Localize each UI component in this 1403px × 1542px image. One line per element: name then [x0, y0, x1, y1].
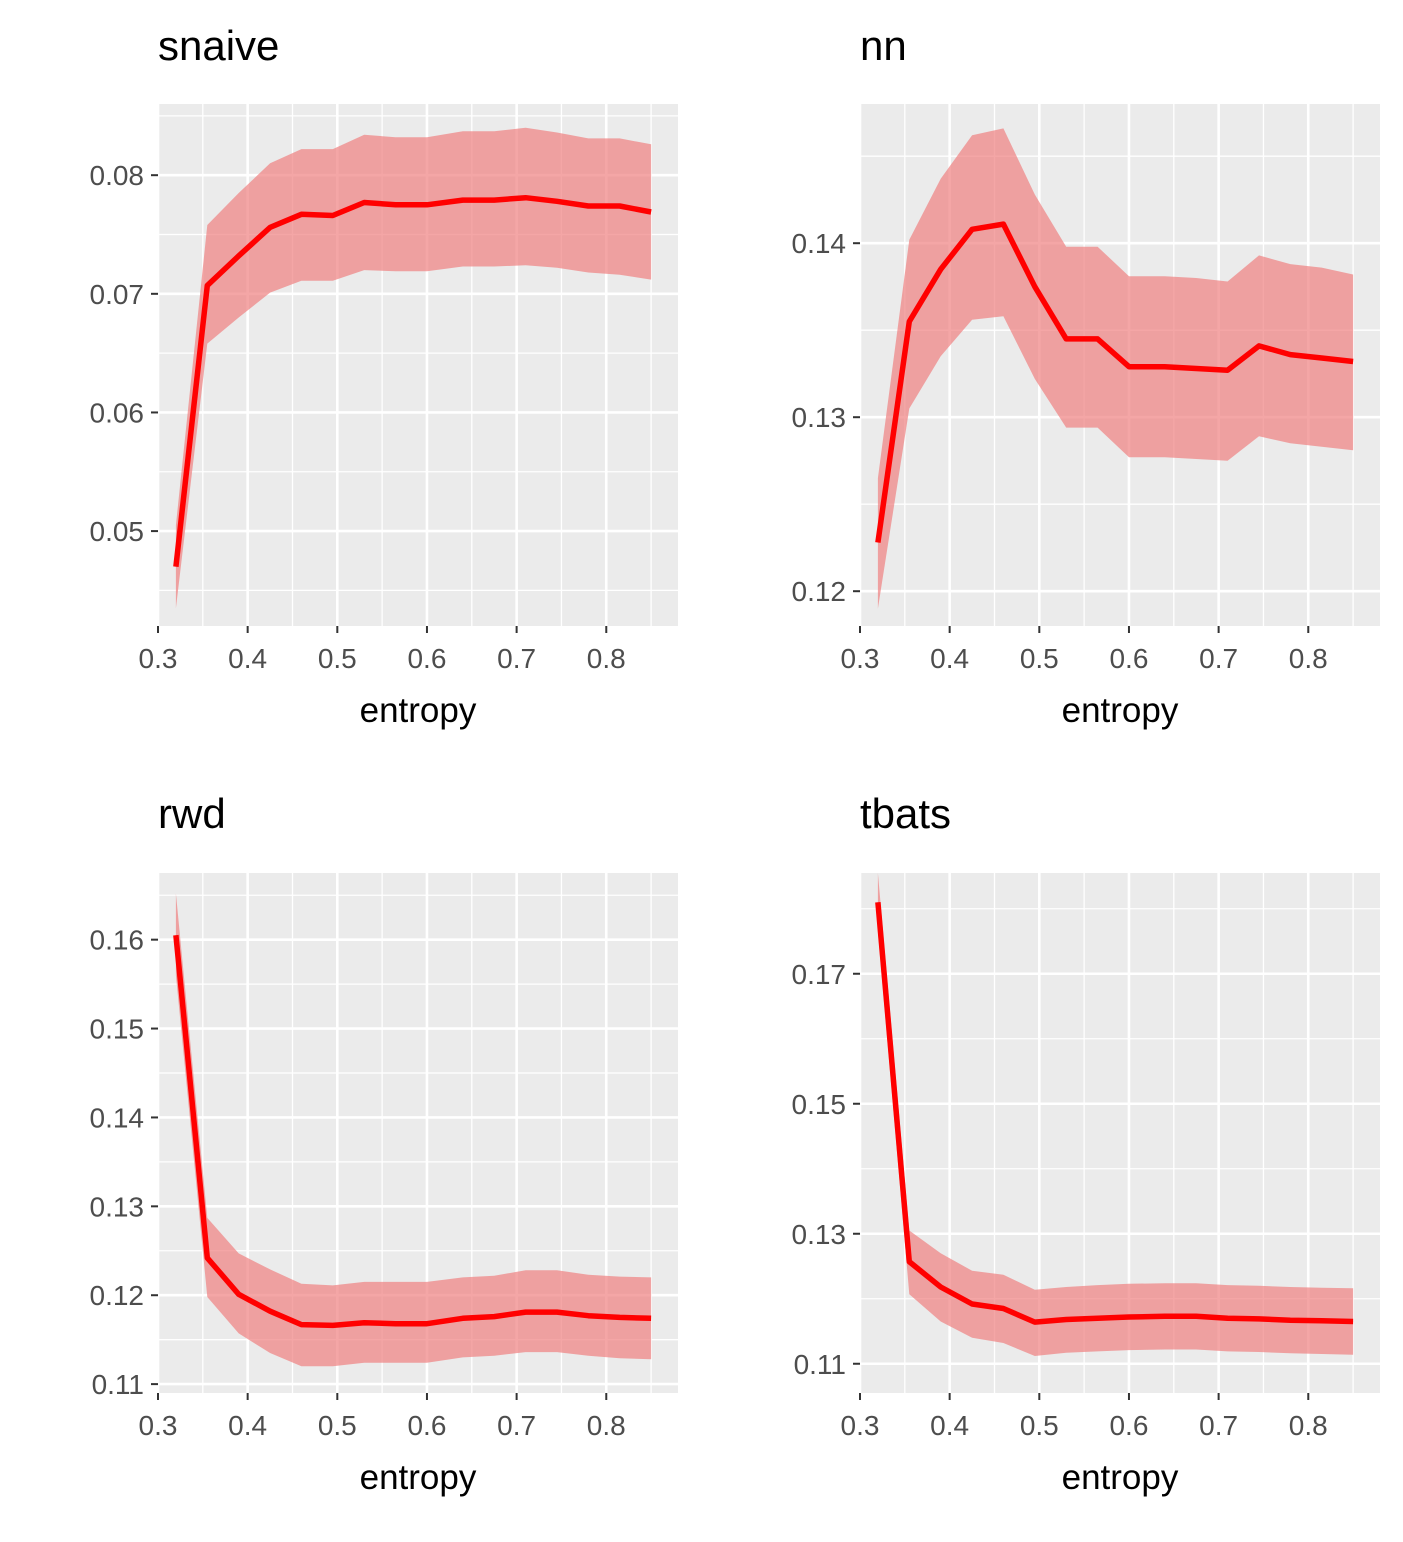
y-tick-label: 0.16 — [90, 925, 145, 956]
y-tick-label: 0.14 — [792, 228, 847, 259]
y-tick-label: 0.17 — [792, 959, 847, 990]
panel-title: nn — [860, 22, 907, 69]
x-tick-label: 0.8 — [1289, 643, 1328, 674]
x-tick-label: 0.4 — [930, 643, 969, 674]
y-tick-label: 0.11 — [92, 1369, 144, 1400]
facet-tbats: 0.3 0.4 0.5 0.6 0.7 0.8 0.11 0.13 0.15 0.17 entrop… — [792, 790, 1381, 1497]
panel-title: tbats — [860, 790, 951, 837]
x-tick-label: 0.3 — [139, 643, 178, 674]
x-tick-label: 0.6 — [1109, 643, 1148, 674]
facet-nn: 0.3 0.4 0.5 0.6 0.7 0.8 0.12 0.13 0.14 entropy nn — [792, 22, 1381, 730]
facet-rwd: 0.3 0.4 0.5 0.6 0.7 0.8 0.11 0.12 0.13 0.14 0.15 0.… — [90, 790, 679, 1497]
x-tick-label: 0.6 — [407, 1410, 446, 1441]
y-tick-label: 0.13 — [792, 402, 847, 433]
x-tick-label: 0.5 — [318, 1410, 357, 1441]
y-tick-label: 0.07 — [90, 279, 145, 310]
x-tick-label: 0.7 — [1199, 1410, 1238, 1441]
x-tick-label: 0.5 — [318, 643, 357, 674]
x-tick-label: 0.7 — [1199, 643, 1238, 674]
x-tick-label: 0.8 — [1289, 1410, 1328, 1441]
x-tick-label: 0.7 — [497, 643, 536, 674]
y-tick-label: 0.08 — [90, 160, 145, 191]
x-axis-title: entropy — [1062, 691, 1179, 730]
x-tick-label: 0.4 — [228, 1410, 267, 1441]
y-tick-label: 0.14 — [90, 1102, 145, 1133]
x-tick-label: 0.5 — [1020, 643, 1059, 674]
x-tick-label: 0.3 — [841, 1410, 880, 1441]
facet-snaive: 0.3 0.4 0.5 0.6 0.7 0.8 0.05 0.06 0.07 0.08 entrop… — [90, 22, 679, 730]
panel-title: rwd — [158, 790, 226, 837]
y-tick-label: 0.05 — [90, 516, 145, 547]
y-tick-label: 0.11 — [794, 1349, 846, 1380]
panel-title: snaive — [158, 22, 279, 69]
x-tick-label: 0.4 — [930, 1410, 969, 1441]
x-tick-label: 0.3 — [841, 643, 880, 674]
x-axis-title: entropy — [360, 1458, 477, 1497]
x-axis-title: entropy — [360, 691, 477, 730]
x-tick-label: 0.8 — [587, 643, 626, 674]
y-tick-label: 0.12 — [792, 576, 847, 607]
y-tick-label: 0.15 — [792, 1089, 847, 1120]
y-tick-label: 0.13 — [90, 1191, 145, 1222]
y-tick-label: 0.12 — [90, 1280, 145, 1311]
x-tick-label: 0.7 — [497, 1410, 536, 1441]
x-tick-label: 0.4 — [228, 643, 267, 674]
x-tick-label: 0.6 — [1109, 1410, 1148, 1441]
y-tick-label: 0.06 — [90, 397, 145, 428]
x-tick-label: 0.8 — [587, 1410, 626, 1441]
y-tick-label: 0.15 — [90, 1014, 145, 1045]
x-tick-label: 0.6 — [407, 643, 446, 674]
x-tick-label: 0.5 — [1020, 1410, 1059, 1441]
x-axis-title: entropy — [1062, 1458, 1179, 1497]
x-tick-label: 0.3 — [139, 1410, 178, 1441]
y-tick-label: 0.13 — [792, 1219, 847, 1250]
